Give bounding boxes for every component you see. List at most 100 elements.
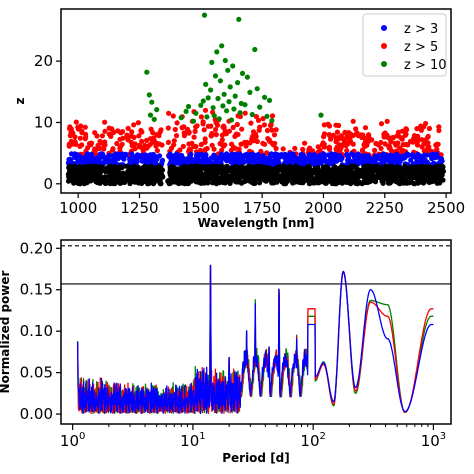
scatter-point-z-gt-5 [150, 139, 156, 145]
scatter-point-z-le-3 [427, 179, 433, 185]
scatter-point-z-gt-10 [224, 108, 230, 114]
scatter-point-z-gt-3 [99, 151, 106, 157]
scatter-point-z-gt-3 [300, 152, 306, 158]
scatter-point-z-le-3 [324, 164, 330, 170]
scatter-point-z-gt-5 [219, 147, 225, 153]
scatter-point-z-gt-3 [424, 152, 430, 158]
scatter-point-z-gt-3 [121, 156, 127, 162]
y-tick-label: 0 [43, 175, 53, 193]
scatter-point-z-le-3 [284, 178, 290, 184]
scatter-point-z-le-3 [348, 163, 354, 169]
scatter-point-z-le-3 [306, 181, 312, 187]
scatter-point-z-gt-3 [345, 157, 351, 163]
scatter-point-z-gt-5 [95, 142, 101, 148]
scatter-point-z-le-3 [185, 175, 191, 181]
scatter-point-z-gt-5 [307, 145, 313, 151]
scatter-point-z-gt-3 [328, 161, 334, 167]
scatter-point-z-gt-3 [263, 155, 269, 161]
scatter-point-z-gt-5 [135, 120, 141, 126]
y-tick-label: 0.20 [20, 239, 53, 257]
scatter-point-z-le-3 [283, 169, 289, 175]
scatter-point-z-le-3 [372, 179, 379, 185]
scatter-point-z-le-3 [201, 164, 207, 170]
scatter-point-z-gt-3 [241, 152, 247, 158]
x-tick-label: 2250 [366, 199, 404, 217]
scatter-point-z-gt-5 [234, 121, 240, 128]
periodogram-x-axis-title: Period [d] [222, 451, 290, 465]
scatter-point-z-le-3 [183, 167, 189, 173]
x-tick-label: 1750 [243, 199, 281, 217]
scatter-point-z-gt-3 [171, 153, 177, 159]
scatter-point-z-gt-10 [178, 115, 184, 121]
scatter-point-z-le-3 [428, 164, 434, 170]
scatter-point-z-le-3 [130, 174, 136, 180]
scatter-point-z-gt-5 [114, 140, 120, 147]
scatter-point-z-gt-3 [367, 155, 373, 161]
scatter-point-z-gt-3 [280, 154, 286, 160]
x-tick-label: 2500 [427, 199, 465, 217]
scatter-point-z-gt-10 [154, 107, 160, 113]
scatter-point-z-le-3 [275, 166, 281, 172]
scatter-point-z-gt-5 [92, 130, 98, 136]
scatter-point-z-gt-5 [142, 142, 148, 149]
scatter-point-z-gt-5 [239, 126, 245, 132]
scatter-point-z-gt-5 [204, 145, 210, 152]
scatter-point-z-le-3 [118, 165, 124, 171]
scatter-point-z-gt-3 [360, 154, 367, 160]
scatter-point-z-gt-10 [147, 112, 154, 118]
legend-marker [381, 25, 387, 31]
scatter-point-z-gt-5 [110, 146, 116, 152]
scatter-plot-frame [60, 8, 452, 194]
scatter-point-z-gt-10 [222, 57, 228, 64]
scatter-point-z-le-3 [192, 163, 198, 169]
scatter-point-z-gt-5 [88, 140, 95, 146]
scatter-point-z-gt-5 [366, 132, 372, 138]
scatter-point-z-gt-10 [220, 103, 226, 109]
scatter-point-z-le-3 [195, 171, 201, 178]
scatter-point-z-gt-10 [203, 81, 209, 87]
scatter-point-z-le-3 [244, 174, 250, 180]
scatter-point-z-gt-5 [102, 119, 108, 125]
scatter-point-z-gt-10 [221, 91, 227, 97]
scatter-point-z-gt-5 [334, 144, 340, 150]
scatter-point-z-gt-10 [226, 99, 232, 105]
scatter-point-z-le-3 [308, 173, 314, 179]
scatter-point-z-gt-5 [110, 130, 116, 136]
scatter-point-z-gt-5 [384, 118, 390, 124]
scatter-point-z-gt-3 [378, 157, 384, 163]
scatter-point-z-gt-5 [173, 133, 180, 139]
scatter-point-z-gt-5 [201, 127, 207, 133]
scatter-point-z-gt-3 [185, 159, 191, 165]
scatter-point-z-gt-5 [157, 129, 163, 135]
scatter-point-z-le-3 [214, 173, 220, 179]
scatter-point-z-le-3 [353, 169, 360, 175]
scatter-point-z-gt-5 [181, 133, 187, 139]
y-tick-label: 10 [34, 113, 53, 131]
scatter-point-z-gt-5 [328, 136, 334, 142]
scatter-point-z-gt-5 [399, 128, 405, 134]
scatter-point-z-le-3 [255, 164, 261, 170]
scatter-point-z-gt-3 [233, 159, 240, 165]
scatter-point-z-le-3 [437, 180, 443, 186]
scatter-point-z-gt-3 [275, 156, 281, 162]
scatter-point-z-gt-5 [266, 137, 272, 143]
scatter-point-z-le-3 [330, 172, 336, 178]
scatter-point-z-gt-5 [403, 141, 409, 148]
scatter-point-z-gt-5 [72, 139, 78, 145]
scatter-point-z-gt-5 [255, 117, 262, 123]
scatter-point-z-gt-10 [217, 78, 223, 84]
scatter-point-z-gt-10 [201, 12, 208, 18]
scatter-point-z-gt-5 [372, 147, 378, 153]
scatter-point-z-gt-5 [373, 140, 379, 147]
scatter-point-z-gt-3 [438, 156, 444, 162]
scatter-point-z-gt-5 [418, 123, 424, 129]
scatter-point-z-le-3 [303, 174, 309, 180]
scatter-point-z-gt-3 [142, 152, 148, 158]
scatter-point-z-gt-5 [198, 141, 204, 148]
scatter-point-z-gt-3 [311, 152, 317, 158]
scatter-point-z-gt-5 [172, 126, 178, 133]
scatter-point-z-le-3 [251, 180, 257, 187]
periodogram-y-axis-title: Normalized power [0, 270, 12, 393]
scatter-point-z-gt-5 [280, 146, 286, 152]
scatter-point-z-le-3 [279, 165, 285, 171]
